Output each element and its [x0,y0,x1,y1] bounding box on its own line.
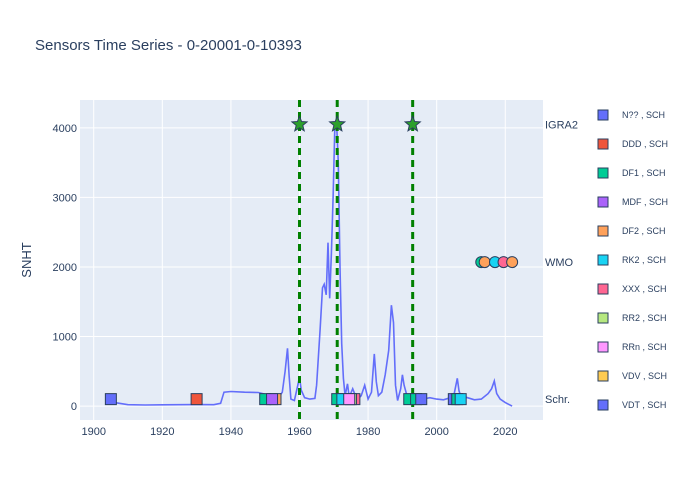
plot-area [80,100,543,420]
sensor-marker [104,393,117,406]
legend-swatch [597,370,609,382]
legend-swatch [597,138,609,150]
x-tick-label: 1940 [219,426,243,438]
breakpoint-star [290,114,309,132]
legend-label: RR2 , SCH [622,313,667,323]
y-tick-label: 1000 [53,332,77,344]
side-label: WMO [545,257,574,269]
y-tick-label: 0 [71,401,77,413]
y-tick-label: 4000 [53,123,77,135]
wmo-marker [506,256,519,269]
breakpoint-star [403,114,422,132]
x-tick-label: 1900 [81,426,105,438]
legend-label: VDT , SCH [622,400,666,410]
x-tick-label: 1960 [287,426,311,438]
side-labels: IGRA2 WMO Schr. [545,119,578,406]
grid-lines [80,100,543,420]
legend-swatch [597,109,609,121]
chart-title: Sensors Time Series - 0-20001-0-10393 [35,37,302,54]
legend-swatch [597,283,609,295]
legend-label: MDF , SCH [622,197,668,207]
sensor-marker [343,393,356,406]
breakpoint-lines [290,100,422,420]
legend-swatch [597,341,609,353]
y-tick-label: 2000 [53,262,77,274]
legend-label: DF1 , SCH [622,168,666,178]
sensor-markers [104,256,519,406]
x-tick-label: 1980 [356,426,380,438]
y-axis-label: SNHT [19,242,34,277]
legend-label: RRn , SCH [622,342,667,352]
side-label: IGRA2 [545,119,578,131]
wmo-marker [478,256,491,269]
legend-swatch [597,225,609,237]
legend-swatch [597,167,609,179]
legend-swatch [597,196,609,208]
legend-label: RK2 , SCH [622,255,666,265]
legend-swatch [597,399,609,411]
legend: N?? , SCH DDD , SCH DF1 , SCH MDF , SCH DF2 … [597,109,668,411]
legend-swatch [597,312,609,324]
sensor-marker [454,393,467,406]
legend-label: DDD , SCH [622,139,668,149]
legend-swatch [597,254,609,266]
side-label: Schr. [545,394,570,406]
legend-label: DF2 , SCH [622,226,666,236]
x-tick-label: 2000 [424,426,448,438]
y-tick-label: 3000 [53,192,77,204]
legend-label: XXX , SCH [622,284,667,294]
breakpoint-star [328,114,347,132]
sensor-marker [415,393,428,406]
legend-label: N?? , SCH [622,110,665,120]
x-tick-label: 2020 [493,426,517,438]
sensor-marker [266,393,279,406]
sensor-marker [190,393,203,406]
y-axis-ticks: 0 1000 2000 3000 4000 [53,123,77,413]
legend-label: VDV , SCH [622,371,667,381]
x-tick-label: 1920 [150,426,174,438]
x-axis-ticks: 1900 1920 1940 1960 1980 2000 2020 [81,426,517,438]
